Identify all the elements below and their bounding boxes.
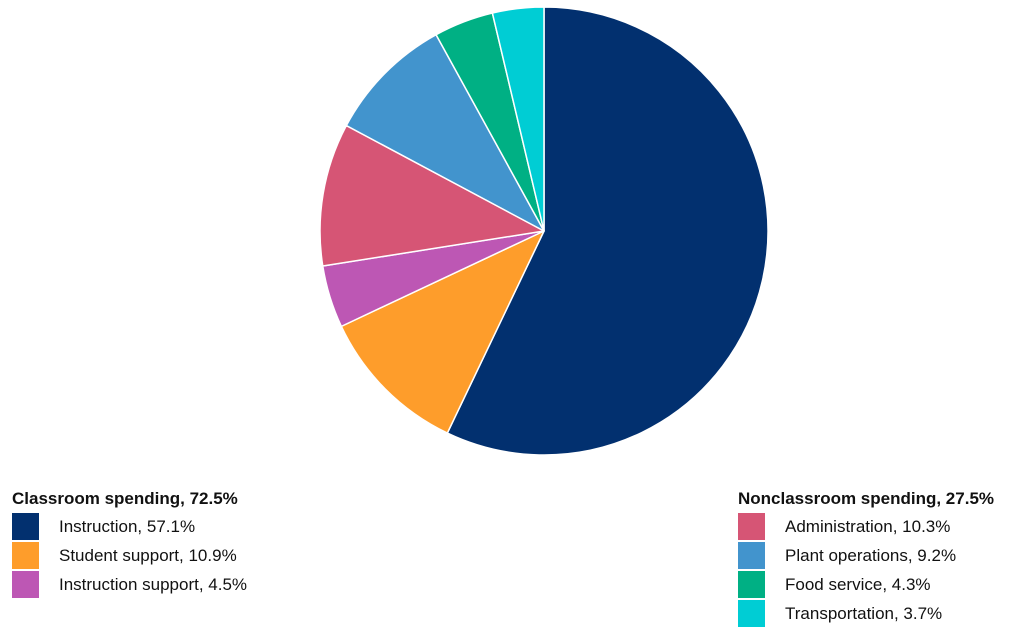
pie-chart (319, 6, 769, 456)
pie-slice-instruction (446, 6, 769, 456)
legend-nonclassroom: Nonclassroom spending, 27.5% Administrat… (738, 487, 1025, 628)
legend-title-classroom: Classroom spending, 72.5% (12, 489, 238, 508)
legend-label-instruction: Instruction, 57.1% (59, 517, 196, 536)
legend-item-instruction-support: Instruction support, 4.5% (12, 570, 342, 599)
legend-classroom: Classroom spending, 72.5% Instruction, 5… (12, 487, 342, 599)
legend-title-nonclassroom: Nonclassroom spending, 27.5% (738, 489, 995, 508)
legend-swatch-food-service (738, 571, 765, 598)
pie-slice-plant-operations (345, 33, 545, 232)
legend-swatch-student-support (12, 542, 39, 569)
legend-swatch-instruction (12, 513, 39, 540)
pie-slice-transportation (491, 6, 545, 232)
legend-item-student-support: Student support, 10.9% (12, 541, 342, 570)
legend-item-instruction: Instruction, 57.1% (12, 512, 342, 541)
legend-swatch-transportation (738, 600, 765, 627)
legend-swatch-instruction-support (12, 571, 39, 598)
legend-label-instruction-support: Instruction support, 4.5% (59, 575, 248, 594)
legend-label-administration: Administration, 10.3% (785, 517, 951, 536)
pie-slice-administration (319, 124, 545, 267)
legend-label-transportation: Transportation, 3.7% (785, 604, 943, 623)
legend-swatch-plant-operations (738, 542, 765, 569)
legend-item-plant-operations: Plant operations, 9.2% (738, 541, 1025, 570)
legend-label-food-service: Food service, 4.3% (785, 575, 931, 594)
legend-label-plant-operations: Plant operations, 9.2% (785, 546, 957, 565)
legend-swatch-administration (738, 513, 765, 540)
pie-slice-student-support (340, 230, 545, 434)
legend-label-student-support: Student support, 10.9% (59, 546, 237, 565)
legend-item-food-service: Food service, 4.3% (738, 570, 1025, 599)
legend-item-transportation: Transportation, 3.7% (738, 599, 1025, 628)
legend-item-administration: Administration, 10.3% (738, 512, 1025, 541)
